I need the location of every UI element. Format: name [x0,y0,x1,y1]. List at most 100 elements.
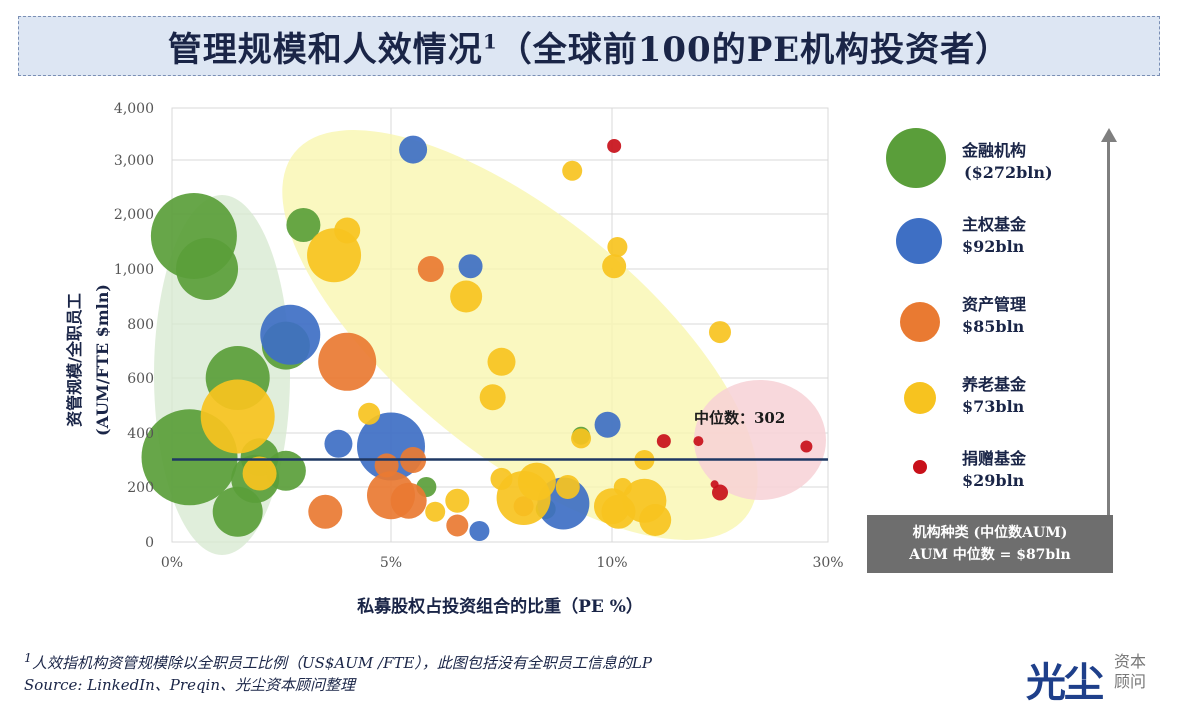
title-suffix: （全球前100的PE机构投资者） [497,29,1011,70]
x-axis-title: 私募股权占投资组合的比重（PE %） [357,596,643,617]
bubble-asset-mgmt-5 [390,482,427,519]
legend-sovereign-label: 主权基金 $92bln [962,214,1026,258]
bubble-sovereign-5 [594,411,621,438]
legend-asset-mgmt-name: 资产管理 [962,295,1027,314]
bubble-asset-mgmt-6 [308,494,343,529]
page-title: 管理规模和人效情况1（全球前100的PE机构投资者） [168,22,1010,71]
legend-endowment-circle [913,460,927,474]
bubble-pension-23 [425,501,446,522]
bubble-pension-10 [358,402,381,425]
legend-item-endowment: 捐赠基金 $29bln [886,449,1146,526]
y-axis-title-line1: 资管规模/全职员工 [65,293,84,427]
bubble-pension-9 [200,379,275,454]
cluster-other-ellipse [282,130,758,540]
legend-endowment-name: 捐赠基金 [962,449,1027,468]
bubble-sovereign-2 [260,304,321,365]
bubble-sovereign-7 [469,521,490,541]
bubble-pension-5 [450,280,483,313]
footnote-source: Source: LinkedIn、Preqin、光尘资本顾问整理 [24,676,356,694]
legend-pension-label: 养老基金 $73bln [962,374,1026,418]
median-label: 中位数：302 [694,409,785,427]
legend-asset-mgmt-aum: $85bln [962,317,1025,336]
bubble-endowment-5 [710,480,719,489]
brand-sub-line2: 顾问 [1114,672,1147,691]
legend-note-line2: AUM 中位数 = $87bln [909,547,1071,563]
bubble-pension-21 [639,504,672,536]
y-tick-label: 4,000 [114,101,154,117]
y-tick-label: 3,000 [114,153,154,169]
bubble-pension-22 [445,488,470,513]
brand-sub: 资本 顾问 [1114,652,1146,692]
legend-note-line1: 机构种类 (中位数AUM) [912,525,1068,541]
bubble-pension-2 [307,228,362,283]
bubble-endowment-3 [800,440,813,453]
bubble-asset-mgmt-1 [318,332,377,391]
legend-financial-aum: $272bln [971,163,1046,182]
bubble-financial-2 [286,208,321,242]
legend-financial-label: 金融机构 ($272bln) [962,141,1053,182]
title-footnote-mark: 1 [482,29,498,54]
legend-asset-mgmt-circle [900,302,940,342]
x-tick-label: 10% [596,555,627,571]
y-tick-label: 600 [127,371,154,387]
brand-main-text: 光尘 [1026,660,1104,706]
y-tick-label: 1,000 [114,262,154,278]
y-tick-label: 0 [145,535,154,551]
y-axis-title-line2: (AUM/FTE $mln) [93,284,112,436]
scale-arrow-head-icon [1101,128,1117,142]
bubble-chart: 中位数：302 0 200 400 600 800 1,000 2,000 3,000 4,000… [65,101,844,617]
x-tick-label: 0% [161,555,183,571]
legend-item-sovereign: 主权基金 $92bln [886,214,1146,286]
brand-logo: 光尘 资本 顾问 [1026,650,1166,706]
footnote-mark: 1 [24,650,32,665]
scale-arrow-line [1107,140,1110,515]
footnote-1-text: 人效指机构资管规模除以全职员工比例（US$AUM /FTE），此图包括没有全职员… [31,654,652,672]
legend-item-asset-mgmt: 资产管理 $85bln [886,295,1146,368]
bubble-pension-6 [709,321,731,344]
legend-endowment-label: 捐赠基金 $29bln [962,448,1026,492]
legend-endowment-aum: $29bln [962,471,1025,490]
legend-item-pension: 养老基金 $73bln [886,375,1146,450]
legend-sovereign-circle [896,218,942,264]
bubble-pension-16 [555,475,580,499]
bubble-pension-12 [242,456,277,491]
legend-note-box: 机构种类 (中位数AUM) AUM 中位数 = $87bln [867,515,1113,573]
legend-financial-circle [886,128,946,188]
legend-sovereign-aum: $92bln [962,237,1025,256]
cluster-endowment-ellipse [694,380,826,500]
bubble-pension-0 [562,160,583,181]
y-tick-label: 200 [127,480,154,496]
x-tick-label: 5% [380,555,402,571]
bubble-asset-mgmt-7 [446,514,469,537]
brand-sub-line1: 资本 [1114,652,1147,671]
legend-pension-circle [904,382,936,414]
bubble-sovereign-3 [324,429,353,458]
y-tick-label: 400 [127,426,154,442]
bubble-asset-mgmt-0 [417,256,444,282]
bubble-pension-15 [496,471,551,525]
bubble-financial-8 [265,450,306,491]
axes-layer: 中位数：302 0 200 400 600 800 1,000 2,000 3,000 4,000… [65,101,844,617]
bubble-pension-4 [602,254,627,279]
bubble-sovereign-0 [399,135,428,164]
footnote-1: 1人效指机构资管规模除以全职员工比例（US$AUM /FTE），此图包括没有全职… [24,650,652,673]
bubble-endowment-1 [656,434,671,449]
bubble-financial-1 [176,238,239,300]
bubble-pension-3 [607,237,628,257]
bubble-pension-11 [571,428,592,449]
legend-item-financial: 金融机构 ($272bln) [886,128,1146,198]
bubble-pension-8 [479,384,506,411]
bubble-sovereign-1 [458,254,483,279]
title-main: 管理规模和人效情况 [167,29,483,70]
y-tick-label: 800 [127,317,154,333]
legend-financial-name: 金融机构 [962,141,1027,160]
y-tick-label: 2,000 [114,207,154,223]
bubble-endowment-0 [607,138,622,153]
bubble-financial-9 [212,486,263,537]
bubble-pension-7 [487,347,516,376]
legend-pension-name: 养老基金 [962,375,1027,394]
legend-pension-aum: $73bln [962,397,1025,416]
title-banner: 管理规模和人效情况1（全球前100的PE机构投资者） [18,16,1160,76]
legend-asset-mgmt-label: 资产管理 $85bln [962,294,1026,338]
bubble-endowment-4 [712,484,728,501]
